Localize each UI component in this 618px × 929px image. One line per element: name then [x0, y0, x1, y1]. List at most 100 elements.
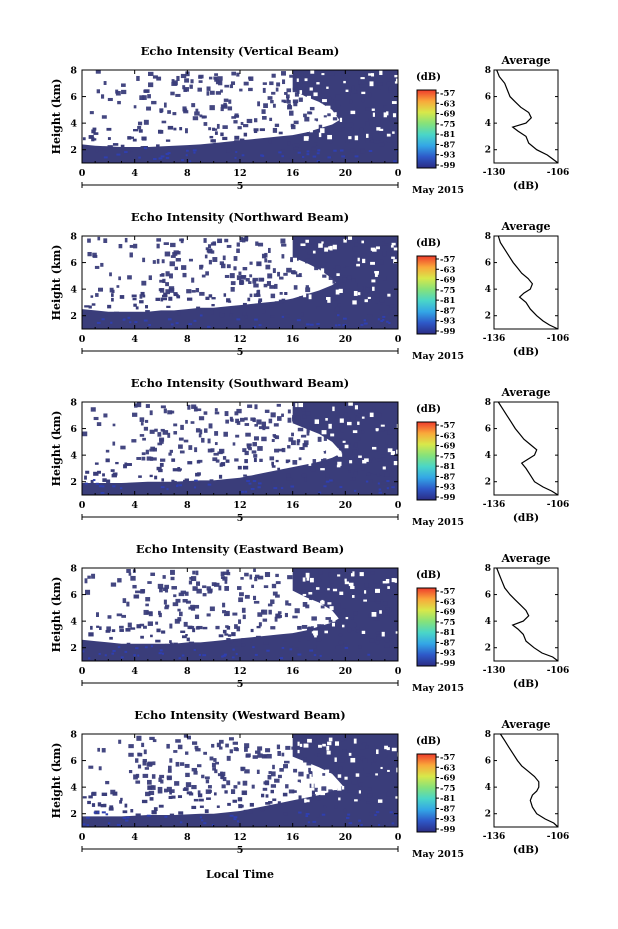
echo-cell [129, 244, 134, 248]
echo-cell [196, 588, 202, 594]
echo-cell [288, 646, 293, 651]
echo-cell [296, 440, 300, 446]
echo-cell [336, 104, 341, 108]
echo-cell [337, 245, 342, 250]
echo-cell [305, 285, 309, 288]
echo-gap [374, 271, 379, 274]
y-axis-label: Height (km) [50, 245, 63, 321]
echo-strong-cell [129, 321, 132, 324]
echo-cell [365, 121, 370, 127]
echo-cell [202, 593, 207, 597]
echo-gap [325, 418, 328, 421]
day-label: 5 [237, 181, 244, 192]
echo-cell [97, 470, 101, 474]
profile-x-tick-label: -130 [483, 666, 506, 676]
echo-cell [352, 477, 356, 481]
echo-gap [298, 280, 302, 285]
echo-cell [93, 416, 99, 421]
echo-cell [162, 575, 166, 579]
echo-heatmap [82, 70, 398, 163]
echo-cell [169, 790, 172, 795]
echo-cell [377, 86, 382, 90]
echo-cell [177, 467, 181, 470]
colorbar-tick-label: -57 [440, 421, 455, 431]
echo-cell [227, 802, 231, 806]
echo-cell [382, 275, 387, 281]
echo-strong-cell [223, 653, 227, 656]
echo-cell [263, 479, 269, 482]
echo-cell [229, 84, 234, 89]
echo-cell [303, 133, 309, 137]
echo-cell [261, 754, 268, 759]
echo-cell [198, 75, 203, 79]
echo-cell [386, 135, 390, 139]
echo-cell [306, 761, 312, 766]
echo-cell [337, 612, 342, 616]
echo-cell [304, 116, 310, 122]
echo-cell [311, 616, 317, 621]
echo-cell [117, 100, 121, 105]
echo-cell [371, 762, 377, 765]
echo-cell [163, 599, 167, 605]
echo-strong-cell [82, 823, 86, 826]
echo-strong-cell [96, 321, 101, 324]
echo-gap [354, 405, 359, 410]
echo-cell [318, 124, 323, 129]
echo-cell [373, 425, 379, 430]
echo-strong-cell [176, 484, 179, 487]
echo-cell [151, 785, 155, 789]
echo-gap [379, 70, 383, 76]
echo-cell [329, 579, 334, 584]
echo-cell [306, 774, 312, 779]
echo-cell [224, 84, 230, 88]
echo-strong-cell [143, 147, 148, 150]
echo-cell [170, 91, 175, 96]
echo-cell [178, 592, 185, 597]
echo-gap [396, 449, 398, 454]
echo-cell [276, 403, 281, 407]
echo-cell [248, 87, 253, 92]
echo-cell [175, 258, 181, 262]
echo-cell [381, 454, 386, 458]
echo-cell [154, 475, 158, 480]
echo-strong-cell [93, 811, 97, 814]
echo-cell [357, 797, 361, 801]
echo-cell [205, 779, 210, 784]
echo-gap [302, 593, 307, 596]
echo-cell [111, 629, 116, 633]
echo-cell [291, 746, 295, 750]
echo-cell [250, 628, 254, 633]
echo-cell [364, 583, 369, 588]
echo-strong-cell [116, 153, 121, 156]
echo-cell [242, 311, 247, 316]
echo-cell [279, 149, 283, 153]
echo-cell [252, 279, 257, 284]
echo-cell [335, 415, 341, 419]
echo-cell [170, 569, 175, 575]
echo-gap [326, 297, 331, 300]
echo-gap [348, 752, 352, 756]
echo-cell [296, 573, 302, 577]
echo-strong-cell [84, 482, 88, 485]
echo-cell [244, 417, 248, 421]
echo-cell [124, 803, 128, 808]
echo-cell [369, 479, 373, 483]
panel-title: Echo Intensity (Eastward Beam) [136, 542, 344, 556]
echo-cell [375, 641, 380, 645]
echo-cell [300, 809, 305, 814]
echo-cell [150, 572, 156, 576]
echo-cell [160, 405, 166, 409]
echo-cell [330, 756, 337, 760]
echo-gap [304, 798, 307, 803]
echo-cell [88, 135, 94, 139]
echo-cell [198, 433, 202, 438]
echo-cell [294, 143, 300, 147]
echo-cell [368, 85, 374, 90]
echo-cell [354, 456, 359, 460]
colorbar-tick-label: -69 [440, 608, 455, 618]
echo-cell [372, 457, 376, 461]
echo-strong-cell [123, 318, 126, 321]
echo-cell [219, 739, 224, 744]
echo-cell [196, 408, 202, 412]
echo-cell [388, 764, 393, 768]
